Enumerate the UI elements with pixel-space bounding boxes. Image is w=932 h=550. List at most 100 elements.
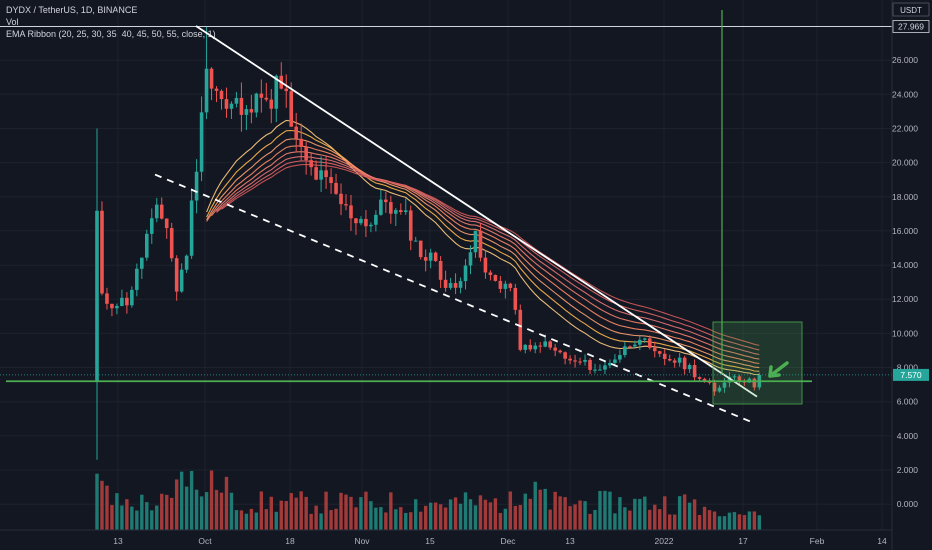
volume-bar xyxy=(443,507,448,531)
volume-bar xyxy=(234,510,239,531)
candle-body xyxy=(518,309,523,350)
volume-bar xyxy=(209,470,214,531)
candle-body xyxy=(717,387,722,392)
volume-bar xyxy=(259,491,264,531)
volume-bar xyxy=(633,498,637,531)
price-tick-label: 12.000 xyxy=(892,294,918,304)
candle-body xyxy=(224,99,229,109)
volume-bar xyxy=(458,503,463,531)
candle-body xyxy=(448,283,453,288)
time-tick-label: 13 xyxy=(565,536,575,546)
time-axis-bg[interactable] xyxy=(0,530,892,550)
candle-body xyxy=(145,233,149,258)
time-tick-label: Dec xyxy=(500,536,516,546)
candle-body xyxy=(239,97,244,115)
price-tick-label: 4.000 xyxy=(897,431,919,441)
candle-body xyxy=(667,358,672,361)
candle-body xyxy=(369,224,373,227)
candle-body xyxy=(418,240,423,258)
volume-bar xyxy=(603,490,607,531)
candle-body xyxy=(727,376,732,383)
candle-body xyxy=(398,210,403,213)
candle-body xyxy=(403,210,408,213)
candle-body xyxy=(179,269,184,292)
volume-bar xyxy=(563,497,567,531)
candle-body xyxy=(349,205,353,219)
candle-body xyxy=(548,341,552,348)
candle-body xyxy=(229,103,234,109)
volume-bar xyxy=(264,509,269,531)
ema-line-25 xyxy=(206,129,760,372)
volume-bar xyxy=(672,514,677,531)
candle-body xyxy=(528,344,533,350)
volume-bar xyxy=(423,505,428,531)
candle-body xyxy=(174,258,179,292)
volume-bar xyxy=(224,476,229,531)
candle-body xyxy=(309,160,313,168)
volume-bar xyxy=(100,480,104,531)
candle-body xyxy=(219,90,224,100)
candle-body xyxy=(428,252,433,261)
price-tick-label: 6.000 xyxy=(897,397,919,407)
candle-body xyxy=(483,257,488,273)
volume-bar xyxy=(553,491,557,531)
volume-bar xyxy=(189,470,194,531)
ema-line-35 xyxy=(206,145,760,365)
volume-bar xyxy=(737,514,742,531)
price-tick-label: 18.000 xyxy=(892,192,918,202)
volume-bar xyxy=(742,515,747,531)
candle-body xyxy=(638,339,642,345)
time-tick-label: 18 xyxy=(285,536,295,546)
candle-body xyxy=(234,97,239,104)
volume-bar xyxy=(593,510,597,531)
candle-body xyxy=(628,346,632,348)
volume-bar xyxy=(125,499,129,531)
time-tick-label: 17 xyxy=(738,536,748,546)
candle-body xyxy=(364,218,368,227)
volume-bar xyxy=(598,490,602,531)
candle-body xyxy=(299,138,303,147)
volume-bar xyxy=(364,491,368,531)
time-tick-label: 14 xyxy=(877,536,887,546)
volume-bar xyxy=(658,509,662,531)
volume-bar xyxy=(409,512,413,531)
candle-body xyxy=(702,378,707,381)
legend-volume: Vol xyxy=(6,17,19,27)
price-tick-label: 24.000 xyxy=(892,89,918,99)
volume-bar xyxy=(204,492,209,531)
candle-body xyxy=(508,283,513,288)
volume-bar xyxy=(115,493,119,531)
price-axis-bg[interactable] xyxy=(892,0,932,550)
candle-body xyxy=(264,97,269,100)
candle-body xyxy=(269,99,274,109)
volume-bar xyxy=(717,516,722,531)
candle-body xyxy=(722,382,727,388)
support-trendline xyxy=(154,173,753,424)
high-price-label: 27.969 xyxy=(898,21,924,31)
last-price-badge xyxy=(893,368,929,381)
volume-bar xyxy=(339,492,343,531)
grid xyxy=(0,0,892,530)
candle-body xyxy=(120,297,124,306)
candle-body xyxy=(438,260,443,280)
candle-body xyxy=(752,378,757,388)
price-tick-label: 26.000 xyxy=(892,55,918,65)
candle-body xyxy=(677,357,682,363)
volume-bar xyxy=(179,471,184,531)
candle-body xyxy=(244,109,249,115)
volume-bar xyxy=(199,496,204,531)
volume-bar xyxy=(419,511,423,531)
candle-body xyxy=(189,200,194,256)
candle-body xyxy=(608,362,612,366)
candle-body xyxy=(443,279,448,288)
ema-line-55 xyxy=(221,163,760,346)
axis-labels: 26.000 24.000 22.000 20.000 18.000 16.000 14.0… xyxy=(113,20,930,546)
candle-body xyxy=(463,265,468,282)
volume-bar xyxy=(453,497,458,531)
candle-body xyxy=(618,355,622,360)
candle-body xyxy=(543,341,547,347)
time-tick-label: Nov xyxy=(354,536,370,546)
candle-body xyxy=(603,365,607,370)
ema-line-50 xyxy=(216,160,760,351)
